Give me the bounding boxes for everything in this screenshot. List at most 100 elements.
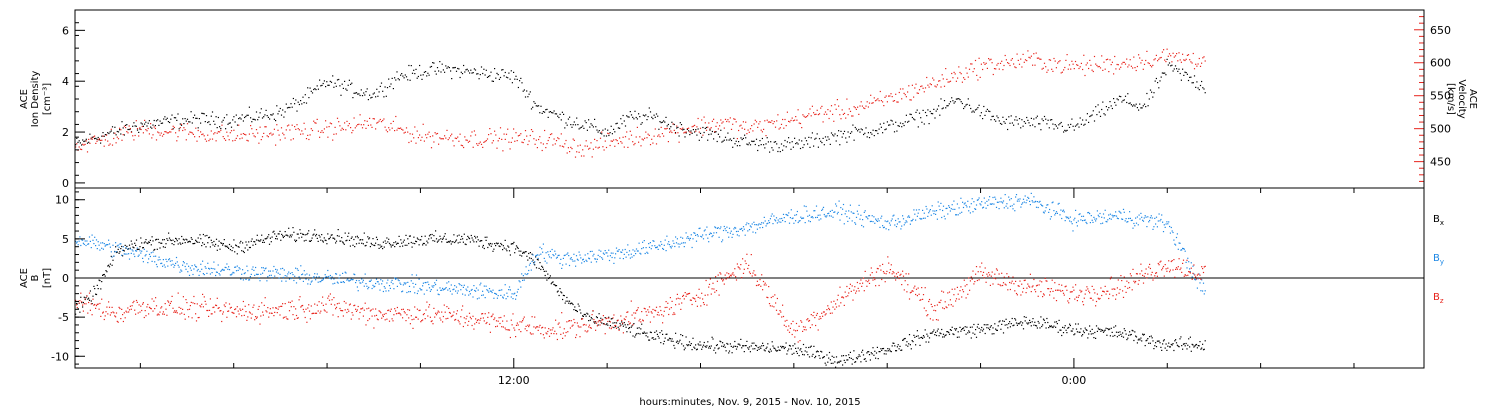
Ion Density-point [286,104,287,105]
Bz-point [194,303,195,304]
Velocity-point [455,138,456,139]
By-point [119,247,120,248]
By-point [1036,207,1037,208]
Bx-point [202,242,203,243]
Velocity-point [1125,64,1126,65]
Bx-point [781,347,782,348]
Bx-point [792,345,793,346]
Velocity-point [94,136,95,137]
Bx-point [884,353,885,354]
By-point [1203,283,1204,284]
Ion Density-point [174,117,175,118]
Velocity-point [1087,62,1088,63]
Velocity-point [1039,59,1040,60]
By-point [105,246,106,247]
Velocity-point [1176,53,1177,54]
Velocity-point [946,79,947,80]
Velocity-point [856,109,857,110]
Velocity-point [724,128,725,129]
By-point [138,256,139,257]
Bz-point [144,317,145,318]
Bx-point [1029,320,1030,321]
Bx-point [459,242,460,243]
Velocity-point [1164,60,1165,61]
Bz-point [175,312,176,313]
Velocity-point [624,147,625,148]
Velocity-point [1094,56,1095,57]
By-point [1166,223,1167,224]
Bx-point [613,327,614,328]
Ion Density-point [869,137,870,138]
Ion Density-point [699,140,700,141]
Bx-point [266,238,267,239]
Bz-point [146,306,147,307]
Bx-point [925,329,926,330]
Bx-point [1159,342,1160,343]
Velocity-point [225,140,226,141]
By-point [630,258,631,259]
By-point [592,251,593,252]
Ion Density-point [682,129,683,130]
Velocity-point [1080,66,1081,67]
Velocity-point [370,124,371,125]
By-point [252,269,253,270]
Bz-point [433,308,434,309]
Bx-point [1181,345,1182,346]
By-point [170,261,171,262]
Ion Density-point [564,127,565,128]
Bz-point [404,311,405,312]
Ion Density-point [1131,104,1132,105]
Ion Density-point [1039,123,1040,124]
By-point [345,272,346,273]
Ion Density-point [637,118,638,119]
Ion Density-point [264,114,265,115]
Bx-point [620,325,621,326]
By-point [972,211,973,212]
By-point [137,248,138,249]
By-point [1151,215,1152,216]
Ion Density-point [621,123,622,124]
Bz-point [305,309,306,310]
By-point [307,283,308,284]
Velocity-point [693,126,694,127]
By-point [899,221,900,222]
By-point [889,223,890,224]
Bx-point [332,234,333,235]
By-point [187,271,188,272]
Bz-point [220,310,221,311]
By-point [1191,262,1192,263]
Bx-point [733,346,734,347]
By-point [84,244,85,245]
Bx-point [1125,330,1126,331]
Ion Density-point [442,64,443,65]
Ion Density-point [631,114,632,115]
Velocity-point [1044,63,1045,64]
Bx-point [552,281,553,282]
Velocity-point [230,132,231,133]
Bx-point [845,362,846,363]
Ion Density-point [167,118,168,119]
Bx-point [933,329,934,330]
Ion Density-point [454,67,455,68]
Ion Density-point [1162,72,1163,73]
By-point [1057,213,1058,214]
By-point [1022,202,1023,203]
Ion Density-point [116,134,117,135]
Velocity-point [254,135,255,136]
Velocity-point [670,130,671,131]
By-point [445,288,446,289]
Ion Density-point [263,116,264,117]
Velocity-point [802,114,803,115]
Ion Density-point [527,96,528,97]
Velocity-point [83,145,84,146]
Ion Density-point [1023,126,1024,127]
Velocity-point [517,140,518,141]
By-point [293,280,294,281]
Bx-point [736,349,737,350]
Ion Density-point [502,69,503,70]
Bz-point [367,320,368,321]
Velocity-point [514,141,515,142]
Ion Density-point [917,110,918,111]
Ion Density-point [912,117,913,118]
Ion Density-point [880,124,881,125]
